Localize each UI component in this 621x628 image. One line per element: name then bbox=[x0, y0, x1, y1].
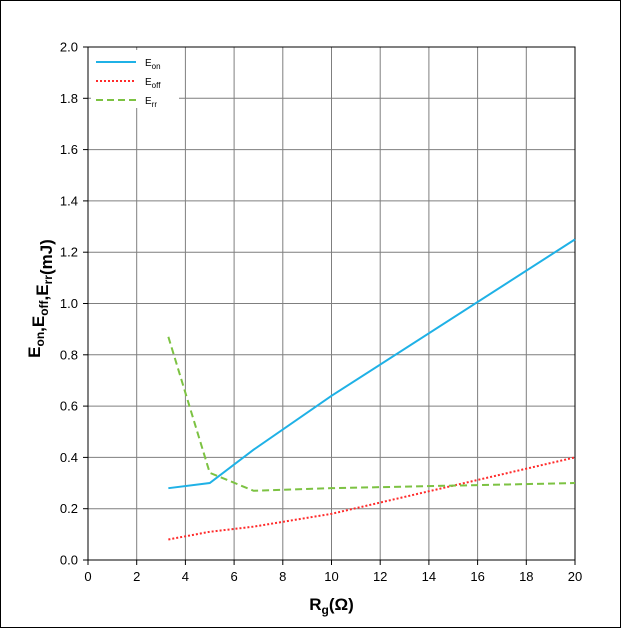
tick-labels: 0 2 4 6 8 10 12 14 16 18 20 0.0 0.2 0.4 0.6 0.8 1.0 1.2 1.… bbox=[60, 40, 582, 585]
legend-entry: Eoff bbox=[145, 77, 161, 90]
y-tick-label: 1.0 bbox=[60, 296, 78, 311]
x-axis-title: Rg(Ω) bbox=[309, 595, 354, 617]
legend: Eon Eoff Err bbox=[91, 50, 179, 109]
plot-area bbox=[87, 46, 576, 561]
y-tick-label: 1.8 bbox=[60, 91, 78, 106]
x-tick-label: 10 bbox=[324, 569, 338, 584]
y-tick-label: 0.8 bbox=[60, 347, 78, 362]
y-tick-label: 0.4 bbox=[60, 450, 78, 465]
y-tick-label: 0.0 bbox=[60, 553, 78, 568]
x-tick-label: 6 bbox=[230, 569, 237, 584]
y-tick-label: 1.4 bbox=[60, 193, 78, 208]
y-tick-label: 0.6 bbox=[60, 399, 78, 414]
series-line-eon bbox=[168, 238, 576, 490]
y-tick-label: 2.0 bbox=[60, 40, 78, 55]
x-tick-label: 0 bbox=[84, 569, 91, 584]
x-tick-label: 4 bbox=[182, 569, 189, 584]
x-tick-label: 18 bbox=[519, 569, 533, 584]
x-tick-label: 8 bbox=[279, 569, 286, 584]
x-tick-label: 14 bbox=[422, 569, 436, 584]
x-tick-label: 2 bbox=[133, 569, 140, 584]
plot-border bbox=[87, 46, 576, 561]
x-tick-label: 16 bbox=[470, 569, 484, 584]
series-line-eoff bbox=[168, 456, 576, 541]
y-tick-label: 0.2 bbox=[60, 501, 78, 516]
x-tick-label: 12 bbox=[373, 569, 387, 584]
y-tick-label: 1.2 bbox=[60, 245, 78, 260]
x-tick-label: 20 bbox=[568, 569, 582, 584]
legend-entry: Eon bbox=[145, 58, 161, 71]
y-tick-label: 1.6 bbox=[60, 142, 78, 157]
legend-box bbox=[91, 50, 179, 108]
legend-entry: Err bbox=[145, 96, 157, 109]
series-lines bbox=[167, 238, 576, 541]
y-axis-title: Eon,Eoff,Err(mJ) bbox=[25, 239, 56, 358]
